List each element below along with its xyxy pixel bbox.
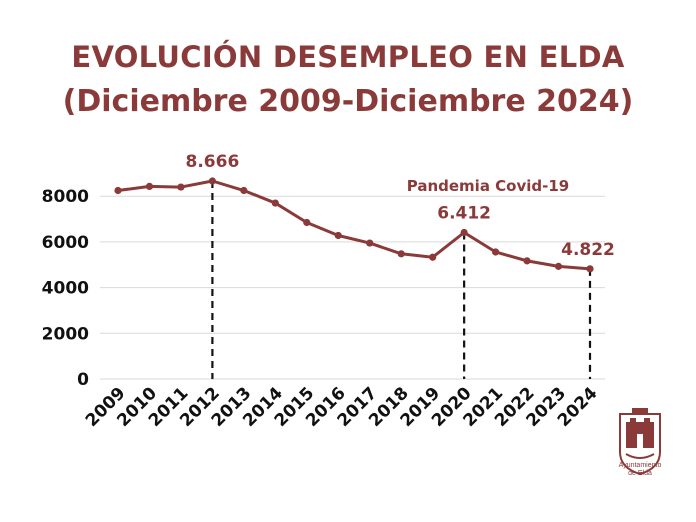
data-label: 8.666 [186, 152, 240, 172]
data-point [586, 265, 594, 273]
y-tick-label: 6000 [42, 233, 89, 253]
data-point [177, 183, 185, 191]
y-tick-label: 8000 [42, 187, 89, 207]
data-label: 4.822 [561, 240, 615, 260]
data-point [492, 248, 500, 256]
data-point [554, 262, 563, 270]
data-point [114, 186, 122, 195]
data-point [145, 182, 154, 190]
data-point [460, 228, 468, 237]
data-point [271, 199, 279, 207]
y-tick-label: 2000 [42, 324, 89, 344]
data-point [523, 257, 531, 265]
city-crest-icon [619, 408, 661, 476]
chart-title: EVOLUCIÓN DESEMPLEO EN ELDA [71, 40, 625, 74]
data-point [366, 239, 374, 247]
data-point [303, 218, 311, 227]
series-line [117, 179, 591, 271]
data-point [208, 177, 216, 185]
data-point [397, 250, 405, 258]
annotation-text: Pandemia Covid-19 [407, 177, 570, 195]
data-point [334, 231, 342, 240]
chart-subtitle: (Diciembre 2009-Diciembre 2024) [62, 84, 634, 119]
data-point [240, 186, 248, 195]
y-tick-label: 0 [77, 370, 89, 390]
data-label: 6.412 [437, 203, 491, 223]
logo-text: Ayuntamiento de Elda [600, 462, 680, 478]
logo-text-line1: Ayuntamiento [618, 462, 662, 469]
logo-text-line2: de Elda [628, 470, 652, 477]
data-point [429, 253, 437, 261]
y-tick-label: 4000 [42, 279, 89, 299]
